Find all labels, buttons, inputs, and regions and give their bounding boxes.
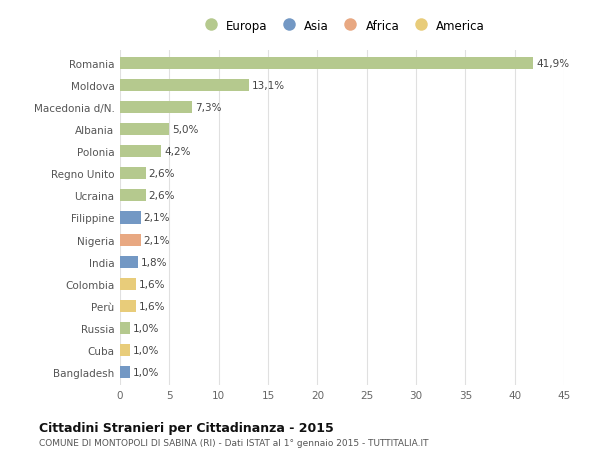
Bar bbox=[120, 234, 141, 246]
Bar bbox=[120, 322, 130, 334]
Text: 2,1%: 2,1% bbox=[143, 235, 170, 245]
Text: 5,0%: 5,0% bbox=[172, 125, 199, 135]
Bar bbox=[120, 366, 130, 378]
Text: 4,2%: 4,2% bbox=[164, 147, 191, 157]
Bar bbox=[120, 212, 141, 224]
Text: 1,8%: 1,8% bbox=[141, 257, 167, 267]
Text: 1,0%: 1,0% bbox=[133, 323, 159, 333]
Bar bbox=[120, 80, 249, 92]
Bar bbox=[120, 300, 136, 312]
Text: COMUNE DI MONTOPOLI DI SABINA (RI) - Dati ISTAT al 1° gennaio 2015 - TUTTITALIA.: COMUNE DI MONTOPOLI DI SABINA (RI) - Dat… bbox=[39, 438, 428, 448]
Bar bbox=[120, 190, 146, 202]
Bar bbox=[120, 146, 161, 158]
Bar bbox=[120, 168, 146, 180]
Text: 2,1%: 2,1% bbox=[143, 213, 170, 223]
Text: 2,6%: 2,6% bbox=[149, 191, 175, 201]
Legend: Europa, Asia, Africa, America: Europa, Asia, Africa, America bbox=[199, 20, 485, 33]
Bar bbox=[120, 102, 192, 114]
Bar bbox=[120, 58, 533, 70]
Text: 13,1%: 13,1% bbox=[252, 81, 286, 91]
Text: 1,6%: 1,6% bbox=[139, 279, 165, 289]
Bar bbox=[120, 278, 136, 290]
Text: 7,3%: 7,3% bbox=[195, 103, 221, 113]
Text: 1,0%: 1,0% bbox=[133, 345, 159, 355]
Bar bbox=[120, 344, 130, 356]
Text: 2,6%: 2,6% bbox=[149, 169, 175, 179]
Text: 41,9%: 41,9% bbox=[536, 59, 569, 69]
Text: Cittadini Stranieri per Cittadinanza - 2015: Cittadini Stranieri per Cittadinanza - 2… bbox=[39, 421, 334, 434]
Text: 1,0%: 1,0% bbox=[133, 367, 159, 377]
Bar bbox=[120, 256, 138, 268]
Bar bbox=[120, 124, 169, 136]
Text: 1,6%: 1,6% bbox=[139, 301, 165, 311]
